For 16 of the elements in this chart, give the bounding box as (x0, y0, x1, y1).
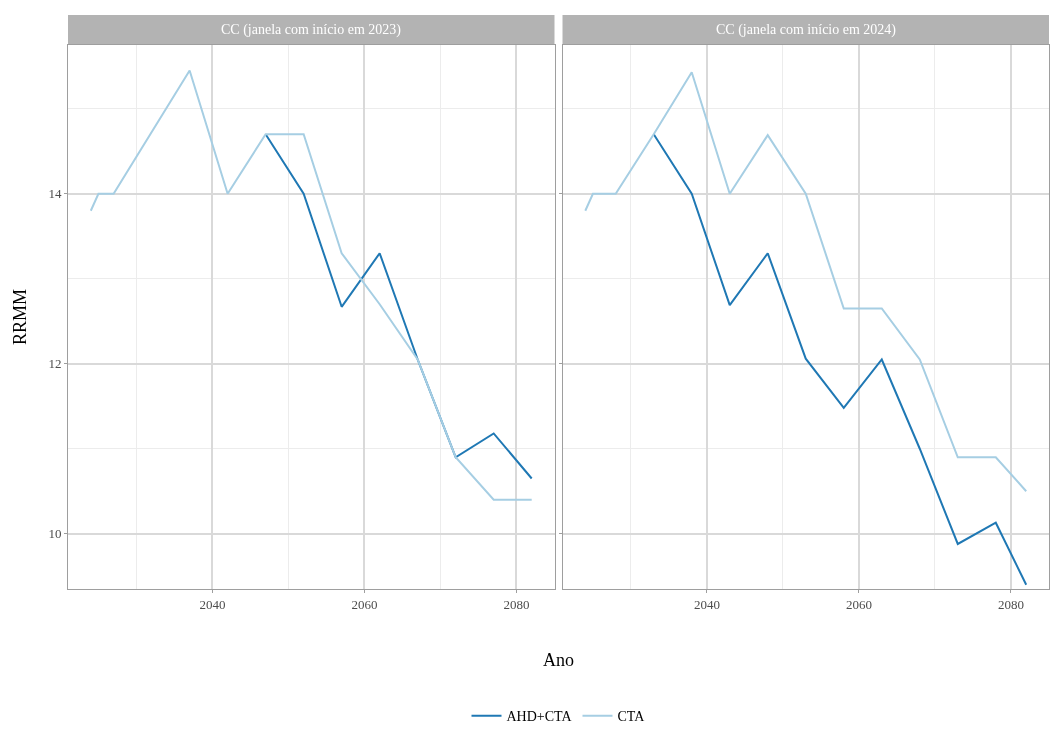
legend-label: AHD+CTA (506, 709, 573, 725)
x-tick-label: 2060 (845, 596, 872, 612)
x-axis-title: Ano (543, 650, 574, 670)
x-tick-label: 2080 (997, 596, 1024, 612)
x-tick-label: 2060 (351, 596, 378, 612)
line-series (89, 69, 533, 501)
x-tick-label: 2080 (503, 596, 530, 612)
y-tick-label: 12 (48, 356, 62, 372)
x-tick-label: 2040 (693, 596, 720, 612)
chart-title: CC (janela com início em 2024) (716, 22, 897, 38)
y-tick-label: 14 (48, 186, 62, 202)
x-tick-label: 2040 (199, 596, 226, 612)
legend-label: CTA (617, 709, 646, 725)
chart-title: CC (janela com início em 2023) (221, 22, 402, 38)
y-tick-label: 10 (48, 526, 62, 542)
y-axis-title: RRMM (10, 288, 30, 345)
